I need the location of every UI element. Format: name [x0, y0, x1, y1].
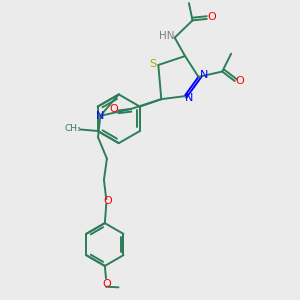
Text: S: S [149, 58, 156, 68]
Text: O: O [236, 76, 244, 86]
Text: O: O [103, 196, 112, 206]
Text: N: N [185, 93, 193, 103]
Text: N: N [200, 70, 208, 80]
Text: O: O [103, 279, 111, 289]
Text: CH₃: CH₃ [65, 124, 81, 133]
Text: N: N [96, 111, 105, 121]
Text: O: O [208, 12, 216, 22]
Text: O: O [109, 104, 118, 114]
Text: HN: HN [160, 31, 175, 41]
